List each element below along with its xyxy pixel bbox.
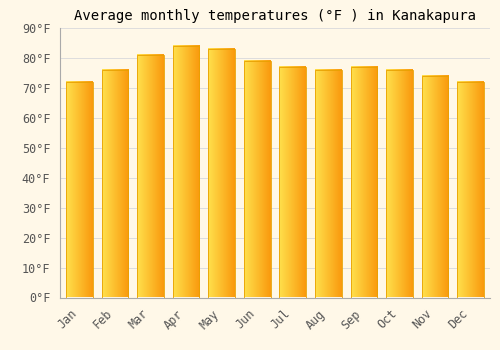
Bar (138, 55, 164, 298)
Bar (280, 67, 306, 298)
Bar (66, 82, 93, 298)
Bar (457, 82, 484, 298)
Bar (208, 49, 235, 298)
Bar (102, 70, 128, 298)
Bar (350, 67, 377, 298)
Title: Average monthly temperatures (°F ) in Kanakapura: Average monthly temperatures (°F ) in Ka… (74, 9, 476, 23)
Bar (173, 46, 200, 298)
Bar (422, 76, 448, 298)
Bar (244, 61, 270, 297)
Bar (386, 70, 412, 298)
Bar (315, 70, 342, 298)
